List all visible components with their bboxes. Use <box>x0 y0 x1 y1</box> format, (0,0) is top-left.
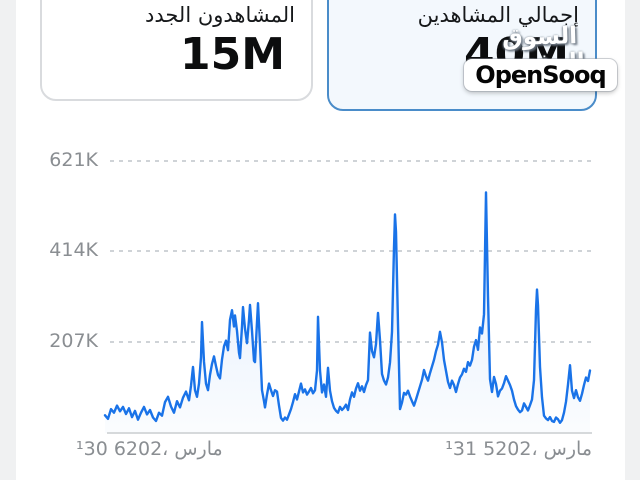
x-axis-baseline <box>107 432 592 434</box>
card-value-new-viewers: 15M <box>179 29 285 80</box>
watermark-brand-text: OpenSooq <box>475 61 606 89</box>
x-axis-label-left: ¹30 6202، مارس <box>76 438 223 460</box>
gridline-621k <box>110 160 592 162</box>
gridline-207k <box>110 341 592 343</box>
watermark-brand-pill: OpenSooq <box>464 59 617 91</box>
card-title-total-viewers: إجمالي المشاهدين <box>417 3 579 27</box>
gridline-414k <box>110 250 592 252</box>
x-axis-label-right: ¹31 5202، مارس <box>445 438 592 460</box>
y-axis-label-207k: 207K <box>49 330 98 352</box>
metric-card-new-viewers[interactable]: المشاهدون الجدد 15M <box>40 0 313 101</box>
y-axis-label-621k: 621K <box>49 149 98 171</box>
card-title-new-viewers: المشاهدون الجدد <box>144 3 295 27</box>
chart-area-fill <box>105 192 590 433</box>
y-axis-label-414k: 414K <box>49 239 98 261</box>
chart-line-path <box>103 191 592 424</box>
